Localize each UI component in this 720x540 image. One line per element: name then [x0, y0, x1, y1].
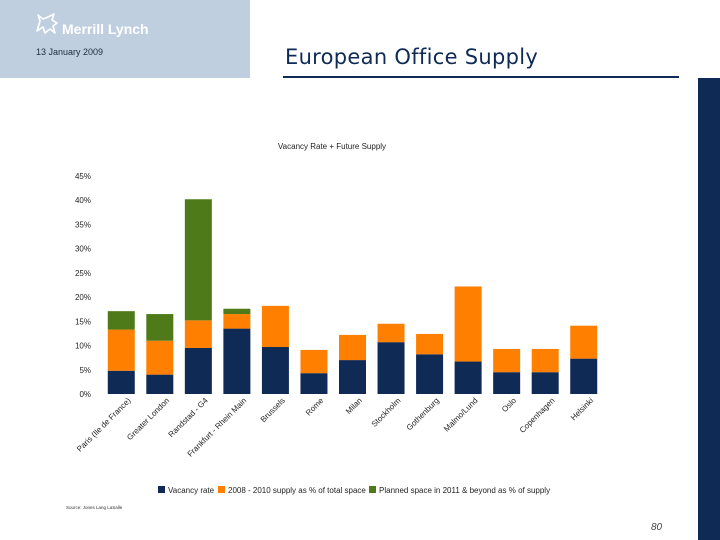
bar-vacancy — [339, 360, 366, 394]
bar-supply-2008-2010 — [416, 333, 444, 355]
bar-planned-2011 — [146, 314, 174, 341]
bar-vacancy — [300, 373, 328, 394]
bars — [107, 199, 598, 394]
bar-supply-2008-2010 — [493, 348, 521, 373]
y-tick-label: 20% — [75, 293, 91, 302]
y-tick-label: 0% — [79, 390, 91, 399]
legend-label-planned-2011: Planned space in 2011 & beyond as % of s… — [379, 486, 550, 495]
legend: Vacancy rate 2008 - 2010 supply as % of … — [158, 486, 550, 495]
bar-supply-2008-2010 — [107, 329, 135, 371]
bar-vacancy — [570, 358, 598, 394]
bull-logo-icon — [36, 13, 58, 34]
logo-text: Merrill Lynch — [62, 21, 149, 37]
x-tick-label: Paris (Ile de France) — [75, 396, 133, 454]
x-tick-label: Randstad - G4 — [167, 396, 211, 440]
bar-supply-2008-2010 — [339, 334, 366, 361]
y-tick-label: 30% — [75, 245, 91, 254]
y-tick-label: 25% — [75, 269, 91, 278]
y-tick-label: 45% — [75, 172, 91, 181]
bar-supply-2008-2010 — [223, 314, 251, 329]
x-tick-label: Oslo — [500, 396, 518, 414]
bar-supply-2008-2010 — [454, 286, 482, 362]
bar-planned-2011 — [184, 199, 212, 321]
header-date: 13 January 2009 — [36, 47, 104, 57]
x-tick-label: Milan — [344, 396, 364, 416]
logo-panel: Merrill Lynch 13 January 2009 — [0, 0, 250, 78]
bar-vacancy — [377, 342, 405, 394]
bar-planned-2011 — [223, 308, 251, 315]
bar-supply-2008-2010 — [184, 320, 212, 348]
right-accent-bar — [698, 78, 720, 540]
y-tick-label: 5% — [79, 366, 91, 375]
x-tick-label: Gothenburg — [405, 396, 441, 432]
x-axis-labels: Paris (Ile de France)Greater LondonRands… — [75, 396, 595, 459]
x-tick-label: Rome — [304, 396, 326, 418]
x-tick-label: Brussels — [259, 396, 287, 424]
bar-vacancy — [416, 354, 444, 394]
bar-vacancy — [261, 347, 289, 394]
page-number: 80 — [651, 522, 663, 533]
bar-supply-2008-2010 — [570, 325, 598, 359]
legend-swatch-supply-2008-2010 — [218, 486, 225, 493]
bar-vacancy — [493, 372, 521, 394]
y-tick-label: 35% — [75, 220, 91, 229]
bar-vacancy — [107, 370, 135, 394]
chart-title: Vacancy Rate + Future Supply — [278, 142, 386, 151]
x-tick-label: Helsinki — [569, 396, 595, 422]
bar-vacancy — [531, 372, 559, 394]
y-axis: 0% 5% 10% 15% 20% 25% 30% 35% 40% 45% — [75, 172, 91, 399]
bar-vacancy — [146, 374, 174, 394]
bar-planned-2011 — [107, 311, 135, 330]
legend-swatch-vacancy — [158, 486, 165, 493]
y-tick-label: 40% — [75, 196, 91, 205]
bar-vacancy — [223, 328, 251, 394]
bar-supply-2008-2010 — [300, 349, 328, 374]
x-tick-label: Stockholm — [370, 396, 403, 429]
x-tick-label: Copenhagen — [518, 396, 557, 435]
bar-supply-2008-2010 — [261, 305, 289, 348]
legend-label-vacancy: Vacancy rate — [168, 486, 215, 495]
y-tick-label: 15% — [75, 317, 91, 326]
x-tick-label: Malmo/Lund — [442, 396, 479, 433]
bar-supply-2008-2010 — [377, 323, 405, 343]
title-rule — [283, 76, 679, 78]
bar-supply-2008-2010 — [531, 348, 559, 373]
y-tick-label: 10% — [75, 342, 91, 351]
bar-vacancy — [454, 361, 482, 394]
source-note: Source: Jones Lang LaSalle — [66, 505, 123, 510]
bar-supply-2008-2010 — [146, 340, 174, 375]
legend-swatch-planned-2011 — [369, 486, 376, 493]
page-title: European Office Supply — [285, 45, 539, 69]
bar-vacancy — [184, 347, 212, 394]
legend-label-supply-2008-2010: 2008 - 2010 supply as % of total space — [228, 486, 366, 495]
